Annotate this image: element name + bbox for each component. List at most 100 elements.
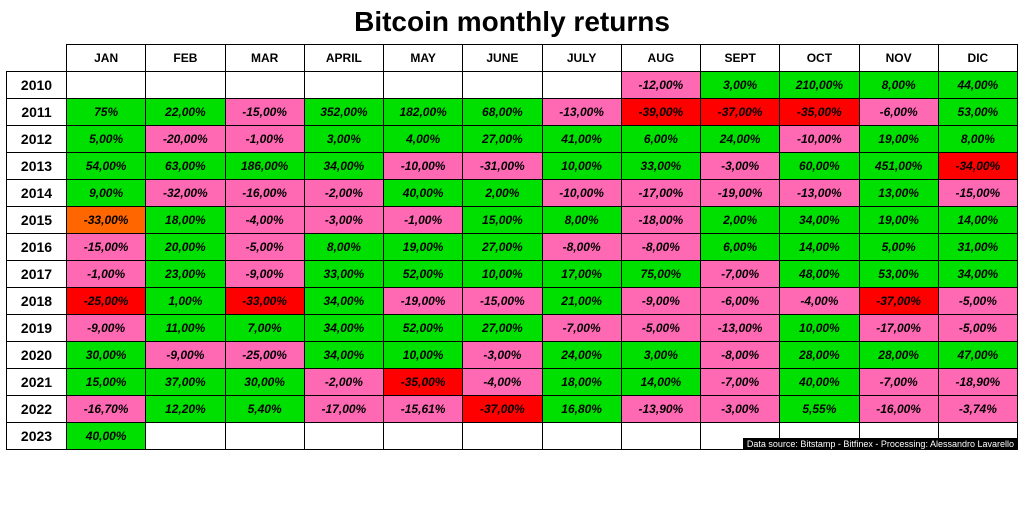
return-cell: 5,40% <box>225 396 304 423</box>
return-cell: 40,00% <box>384 180 463 207</box>
month-header: JAN <box>67 45 146 72</box>
return-cell: 75% <box>67 99 146 126</box>
return-cell: 15,00% <box>67 369 146 396</box>
table-row: 2019-9,00%11,00%7,00%34,00%52,00%27,00%-… <box>7 315 1018 342</box>
table-body: 2010-12,00%3,00%210,00%8,00%44,00%201175… <box>7 72 1018 450</box>
return-cell: 2,00% <box>463 180 542 207</box>
return-cell: -15,00% <box>225 99 304 126</box>
return-cell: 52,00% <box>384 315 463 342</box>
return-cell <box>463 423 542 450</box>
return-cell: -39,00% <box>621 99 700 126</box>
return-cell: -15,61% <box>384 396 463 423</box>
month-header: APRIL <box>304 45 383 72</box>
return-cell: 2,00% <box>701 207 780 234</box>
return-cell: 33,00% <box>304 261 383 288</box>
table-row: 2010-12,00%3,00%210,00%8,00%44,00% <box>7 72 1018 99</box>
return-cell: 451,00% <box>859 153 938 180</box>
return-cell: 186,00% <box>225 153 304 180</box>
return-cell: -8,00% <box>621 234 700 261</box>
year-header: 2017 <box>7 261 67 288</box>
return-cell: -5,00% <box>621 315 700 342</box>
table-row: 201354,00%63,00%186,00%34,00%-10,00%-31,… <box>7 153 1018 180</box>
return-cell: -25,00% <box>225 342 304 369</box>
returns-table: JANFEBMARAPRILMAYJUNEJULYAUGSEPTOCTNOVDI… <box>6 44 1018 450</box>
return-cell: 8,00% <box>938 126 1017 153</box>
return-cell: 37,00% <box>146 369 225 396</box>
return-cell: 16,80% <box>542 396 621 423</box>
return-cell: -19,00% <box>701 180 780 207</box>
return-cell: 10,00% <box>780 315 859 342</box>
return-cell: -10,00% <box>542 180 621 207</box>
return-cell: -32,00% <box>146 180 225 207</box>
return-cell: -35,00% <box>384 369 463 396</box>
return-cell: 60,00% <box>780 153 859 180</box>
return-cell: 40,00% <box>67 423 146 450</box>
return-cell: -37,00% <box>463 396 542 423</box>
return-cell <box>463 72 542 99</box>
return-cell: -16,70% <box>67 396 146 423</box>
return-cell: 75,00% <box>621 261 700 288</box>
table-row: 2015-33,00%18,00%-4,00%-3,00%-1,00%15,00… <box>7 207 1018 234</box>
return-cell: 3,00% <box>304 126 383 153</box>
return-cell: 13,00% <box>859 180 938 207</box>
credit-label: Data source: Bitstamp - Bitfinex - Proce… <box>743 438 1018 450</box>
return-cell: 352,00% <box>304 99 383 126</box>
return-cell: -31,00% <box>463 153 542 180</box>
return-cell: -15,00% <box>67 234 146 261</box>
return-cell: -5,00% <box>938 288 1017 315</box>
year-header: 2011 <box>7 99 67 126</box>
return-cell: -13,00% <box>701 315 780 342</box>
return-cell: 33,00% <box>621 153 700 180</box>
return-cell: -3,00% <box>701 153 780 180</box>
return-cell: 34,00% <box>304 288 383 315</box>
return-cell: 27,00% <box>463 234 542 261</box>
year-header: 2019 <box>7 315 67 342</box>
return-cell: -2,00% <box>304 369 383 396</box>
return-cell: -6,00% <box>859 99 938 126</box>
year-header: 2015 <box>7 207 67 234</box>
return-cell: -13,00% <box>542 99 621 126</box>
return-cell: 19,00% <box>859 126 938 153</box>
return-cell: 34,00% <box>938 261 1017 288</box>
return-cell: -15,00% <box>463 288 542 315</box>
return-cell: -5,00% <box>225 234 304 261</box>
return-cell: -37,00% <box>859 288 938 315</box>
return-cell <box>384 72 463 99</box>
return-cell: 47,00% <box>938 342 1017 369</box>
chart-title: Bitcoin monthly returns <box>6 6 1018 38</box>
month-header: MAY <box>384 45 463 72</box>
return-cell: 8,00% <box>542 207 621 234</box>
return-cell: 14,00% <box>938 207 1017 234</box>
return-cell: 8,00% <box>859 72 938 99</box>
return-cell: 31,00% <box>938 234 1017 261</box>
return-cell: 68,00% <box>463 99 542 126</box>
month-header: AUG <box>621 45 700 72</box>
table-row: 20149,00%-32,00%-16,00%-2,00%40,00%2,00%… <box>7 180 1018 207</box>
return-cell: 24,00% <box>701 126 780 153</box>
return-cell: -8,00% <box>542 234 621 261</box>
table-row: 2017-1,00%23,00%-9,00%33,00%52,00%10,00%… <box>7 261 1018 288</box>
return-cell: 6,00% <box>701 234 780 261</box>
return-cell: -16,00% <box>859 396 938 423</box>
year-header: 2021 <box>7 369 67 396</box>
return-cell: 14,00% <box>621 369 700 396</box>
return-cell: 19,00% <box>384 234 463 261</box>
year-header: 2022 <box>7 396 67 423</box>
return-cell: 5,00% <box>859 234 938 261</box>
month-header: SEPT <box>701 45 780 72</box>
return-cell: 3,00% <box>701 72 780 99</box>
return-cell: 18,00% <box>542 369 621 396</box>
month-header: FEB <box>146 45 225 72</box>
return-cell: -13,00% <box>780 180 859 207</box>
return-cell: -3,00% <box>463 342 542 369</box>
year-header: 2013 <box>7 153 67 180</box>
year-header: 2020 <box>7 342 67 369</box>
return-cell: -3,00% <box>701 396 780 423</box>
return-cell: 210,00% <box>780 72 859 99</box>
return-cell: -17,00% <box>859 315 938 342</box>
return-cell: -7,00% <box>701 261 780 288</box>
return-cell: -4,00% <box>780 288 859 315</box>
return-cell: 30,00% <box>225 369 304 396</box>
return-cell: 12,20% <box>146 396 225 423</box>
return-cell: 19,00% <box>859 207 938 234</box>
